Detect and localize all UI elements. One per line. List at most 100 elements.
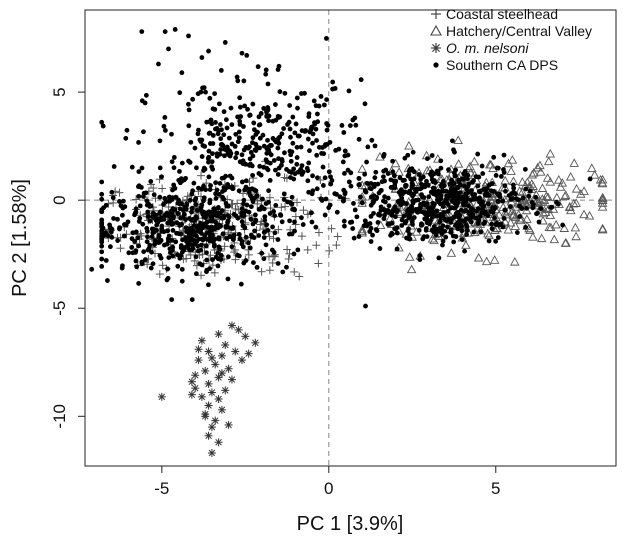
point-southern-ca-dps <box>510 182 516 188</box>
point-southern-ca-dps <box>351 201 356 206</box>
point-southern-ca-dps <box>311 98 317 104</box>
point-southern-ca-dps <box>464 224 470 230</box>
point-southern-ca-dps <box>350 226 356 231</box>
point-southern-ca-dps <box>248 193 253 199</box>
point-southern-ca-dps <box>416 172 422 177</box>
point-southern-ca-dps <box>184 202 190 208</box>
point-southern-ca-dps <box>438 193 444 198</box>
point-southern-ca-dps <box>293 121 299 127</box>
point-southern-ca-dps <box>451 239 457 245</box>
point-southern-ca-dps <box>392 173 397 179</box>
point-southern-ca-dps <box>440 238 446 244</box>
point-hatchery-central-valley <box>515 215 526 225</box>
legend-item-o-m-nelsoni: O. m. nelsoni <box>431 40 529 56</box>
point-southern-ca-dps <box>294 95 300 101</box>
point-southern-ca-dps <box>488 188 494 194</box>
point-southern-ca-dps <box>282 150 287 156</box>
point-coastal-steelhead <box>257 267 266 276</box>
point-southern-ca-dps <box>494 165 500 171</box>
point-southern-ca-dps <box>493 173 499 178</box>
point-southern-ca-dps <box>313 103 319 109</box>
point-southern-ca-dps <box>498 173 504 179</box>
point-hatchery-central-valley <box>527 169 538 179</box>
point-southern-ca-dps <box>221 109 227 115</box>
point-southern-ca-dps <box>218 147 224 152</box>
point-southern-ca-dps <box>402 155 408 161</box>
point-hatchery-central-valley <box>545 148 556 158</box>
point-hatchery-central-valley <box>385 213 395 223</box>
point-southern-ca-dps <box>464 216 469 222</box>
point-southern-ca-dps <box>432 178 437 184</box>
point-southern-ca-dps <box>201 168 206 173</box>
point-southern-ca-dps <box>120 205 126 211</box>
point-southern-ca-dps <box>167 197 173 203</box>
point-southern-ca-dps <box>160 216 165 222</box>
legend-label-hatchery-central-valley: Hatchery/Central Valley <box>446 23 592 39</box>
point-o-m-nelsoni <box>234 325 243 334</box>
point-southern-ca-dps <box>347 220 353 225</box>
point-southern-ca-dps <box>356 182 362 188</box>
point-southern-ca-dps <box>257 206 263 212</box>
point-hatchery-central-valley <box>597 192 608 202</box>
point-southern-ca-dps <box>446 216 452 222</box>
point-southern-ca-dps <box>399 223 405 228</box>
point-southern-ca-dps <box>273 203 279 208</box>
point-o-m-nelsoni <box>211 360 220 369</box>
point-southern-ca-dps <box>324 97 330 102</box>
point-hatchery-central-valley <box>427 233 438 243</box>
point-hatchery-central-valley <box>560 191 570 201</box>
point-southern-ca-dps <box>186 107 192 113</box>
point-southern-ca-dps <box>306 111 312 117</box>
point-southern-ca-dps <box>368 194 374 200</box>
point-southern-ca-dps <box>151 192 157 198</box>
point-southern-ca-dps <box>144 239 150 245</box>
point-southern-ca-dps <box>439 184 445 190</box>
point-o-m-nelsoni <box>197 336 206 345</box>
point-southern-ca-dps <box>157 165 163 171</box>
point-hatchery-central-valley <box>561 237 571 247</box>
point-southern-ca-dps <box>183 235 189 240</box>
point-hatchery-central-valley <box>473 252 484 262</box>
point-southern-ca-dps <box>288 158 294 164</box>
point-hatchery-central-valley <box>404 252 415 261</box>
point-southern-ca-dps <box>342 223 347 229</box>
point-southern-ca-dps <box>299 215 304 221</box>
point-southern-ca-dps <box>248 161 253 167</box>
point-southern-ca-dps <box>399 187 404 193</box>
point-southern-ca-dps <box>513 196 519 201</box>
point-southern-ca-dps <box>203 215 208 221</box>
point-southern-ca-dps <box>129 244 135 250</box>
point-southern-ca-dps <box>125 219 131 225</box>
point-southern-ca-dps <box>298 91 304 96</box>
point-southern-ca-dps <box>340 159 346 165</box>
point-southern-ca-dps <box>175 263 181 269</box>
point-southern-ca-dps <box>276 165 282 171</box>
point-southern-ca-dps <box>411 191 417 197</box>
point-southern-ca-dps <box>99 196 105 202</box>
point-southern-ca-dps <box>492 215 497 221</box>
point-southern-ca-dps <box>171 182 177 188</box>
point-southern-ca-dps <box>144 202 150 208</box>
point-southern-ca-dps <box>253 188 259 194</box>
point-southern-ca-dps <box>491 206 497 212</box>
point-southern-ca-dps <box>271 209 276 214</box>
point-southern-ca-dps <box>217 180 223 186</box>
point-southern-ca-dps <box>314 186 320 192</box>
point-southern-ca-dps <box>429 153 435 158</box>
point-southern-ca-dps <box>279 219 285 225</box>
point-hatchery-central-valley <box>500 207 510 217</box>
point-southern-ca-dps <box>440 178 446 184</box>
point-southern-ca-dps <box>212 91 218 97</box>
point-southern-ca-dps <box>470 192 476 198</box>
point-southern-ca-dps <box>225 276 231 282</box>
point-southern-ca-dps <box>225 254 231 260</box>
point-southern-ca-dps <box>341 196 346 201</box>
point-southern-ca-dps <box>409 209 415 214</box>
point-southern-ca-dps <box>188 139 194 145</box>
point-southern-ca-dps <box>411 215 417 220</box>
point-hatchery-central-valley <box>597 223 608 233</box>
point-southern-ca-dps <box>216 192 222 197</box>
point-southern-ca-dps <box>305 136 311 142</box>
point-o-m-nelsoni <box>214 395 223 404</box>
